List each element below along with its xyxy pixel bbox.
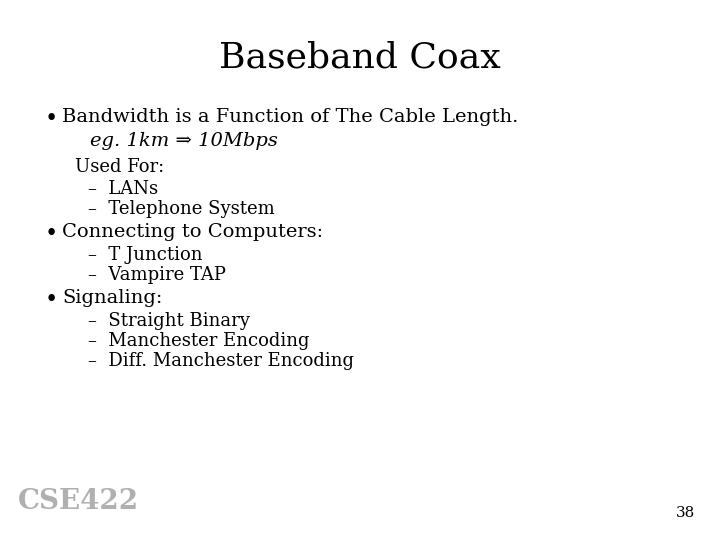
Text: •: • — [45, 108, 58, 130]
Text: Used For:: Used For: — [75, 158, 164, 176]
Text: Baseband Coax: Baseband Coax — [219, 40, 501, 74]
Text: –  Vampire TAP: – Vampire TAP — [88, 266, 226, 284]
Text: –  Straight Binary: – Straight Binary — [88, 312, 250, 330]
Text: CSE422: CSE422 — [18, 488, 139, 515]
Text: –  LANs: – LANs — [88, 180, 158, 198]
Text: –  Telephone System: – Telephone System — [88, 200, 275, 218]
Text: •: • — [45, 223, 58, 245]
Text: Connecting to Computers:: Connecting to Computers: — [62, 223, 323, 241]
Text: Signaling:: Signaling: — [62, 289, 163, 307]
Text: –  Diff. Manchester Encoding: – Diff. Manchester Encoding — [88, 352, 354, 370]
Text: Bandwidth is a Function of The Cable Length.: Bandwidth is a Function of The Cable Len… — [62, 108, 518, 126]
Text: 38: 38 — [676, 506, 695, 520]
Text: •: • — [45, 289, 58, 311]
Text: –  T Junction: – T Junction — [88, 246, 202, 264]
Text: –  Manchester Encoding: – Manchester Encoding — [88, 332, 310, 350]
Text: eg. 1km ⇒ 10Mbps: eg. 1km ⇒ 10Mbps — [90, 132, 278, 150]
